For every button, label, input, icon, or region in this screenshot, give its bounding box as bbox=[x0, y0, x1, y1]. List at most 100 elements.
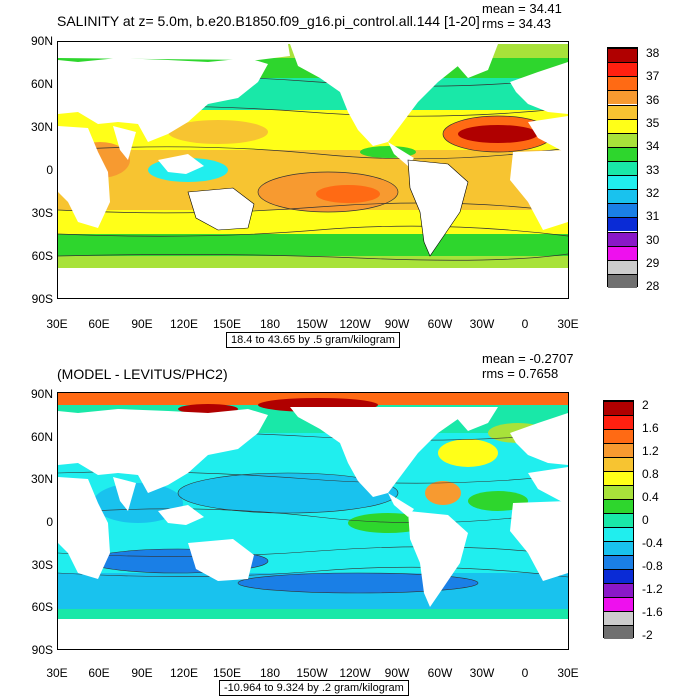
panel1-colorbar-label: 34 bbox=[646, 139, 660, 153]
panel2-colorbar-label: -0.8 bbox=[642, 559, 663, 573]
panel2-colorbar-swatch bbox=[604, 583, 633, 597]
panel2-colorbar-label: -2 bbox=[642, 628, 653, 642]
panel1-colorbar-label: 28 bbox=[646, 279, 660, 293]
panel2-lat-label: 60N bbox=[30, 430, 53, 444]
panel1-colorbar-swatch bbox=[608, 217, 637, 232]
panel2-lon-label: 30W bbox=[469, 666, 495, 680]
panel1-rms: rms = 34.43 bbox=[482, 16, 552, 31]
panel1-lon-label: 90E bbox=[131, 317, 153, 331]
panel2-colorbar-swatch bbox=[604, 611, 633, 625]
panel1-colorbar-swatch bbox=[608, 259, 637, 274]
panel2-colorbar-label: -1.2 bbox=[642, 582, 663, 596]
panel1-colorbar-label: 35 bbox=[646, 116, 660, 130]
panel1-colorbar-swatch bbox=[608, 175, 637, 190]
panel1-colorbar-swatch bbox=[608, 146, 637, 161]
panel1-lon-label: 30W bbox=[469, 317, 495, 331]
panel2-colorbar-swatch bbox=[604, 457, 633, 471]
panel2-colorbar bbox=[603, 400, 634, 639]
panel1-lon-label: 120W bbox=[339, 317, 371, 331]
panel1-colorbar-swatch bbox=[608, 118, 637, 133]
panel2-lon-label: 90W bbox=[384, 666, 410, 680]
panel1-colorbar-swatch bbox=[608, 90, 637, 105]
panel2-mean: mean = -0.2707 bbox=[482, 351, 574, 366]
panel1-colorbar bbox=[607, 47, 638, 288]
panel2-colorbar-swatch bbox=[604, 541, 633, 555]
panel2-colorbar-swatch bbox=[604, 499, 633, 513]
panel1-range-box: 18.4 to 43.65 by .5 gram/kilogram bbox=[226, 332, 400, 348]
panel1-lon-label: 60W bbox=[427, 317, 453, 331]
panel2-lon-label: 60E bbox=[88, 666, 110, 680]
panel1-lat-label: 0 bbox=[46, 163, 53, 177]
panel1-lon-label: 0 bbox=[521, 317, 529, 331]
panel2-colorbar-label: 0 bbox=[642, 513, 649, 527]
panel1-lat-label: 30N bbox=[30, 120, 53, 134]
panel2-colorbar-swatch bbox=[604, 555, 633, 569]
panel1-lat-label: 60S bbox=[31, 249, 53, 263]
panel1-colorbar-label: 29 bbox=[646, 256, 660, 270]
panel1-colorbar-swatch bbox=[608, 203, 637, 218]
panel1-colorbar-swatch bbox=[608, 132, 637, 147]
panel1-colorbar-swatch bbox=[608, 245, 637, 260]
panel1-colorbar-label: 30 bbox=[646, 233, 660, 247]
panel1-colorbar-swatch bbox=[608, 104, 637, 119]
panel2-colorbar-label: -1.6 bbox=[642, 605, 663, 619]
panel1-colorbar-label: 31 bbox=[646, 209, 660, 223]
panel2-lat-label: 60S bbox=[31, 600, 53, 614]
panel2-lat-label: 30S bbox=[31, 558, 53, 572]
panel1-lon-label: 60E bbox=[88, 317, 110, 331]
panel2-colorbar-swatch bbox=[604, 597, 633, 611]
panel2-colorbar-label: -0.4 bbox=[642, 536, 663, 550]
panel1-colorbar-swatch bbox=[608, 62, 637, 77]
panel2-colorbar-swatch bbox=[604, 415, 633, 429]
panel2-map bbox=[57, 392, 569, 650]
panel2-lon-label: 30E bbox=[46, 666, 68, 680]
panel2-lon-label: 150E bbox=[212, 666, 242, 680]
panel1-lon-label: 150E bbox=[212, 317, 242, 331]
panel2-lon-label: 180 bbox=[259, 666, 281, 680]
panel1-mean: mean = 34.41 bbox=[482, 1, 562, 16]
panel2-lat-label: 30N bbox=[30, 472, 53, 486]
panel2-colorbar-swatch bbox=[604, 443, 633, 457]
panel1-lon-label: 90W bbox=[384, 317, 410, 331]
panel1-colorbar-swatch bbox=[608, 76, 637, 91]
panel2-lat-label: 0 bbox=[46, 515, 53, 529]
panel2-lon-label: 120E bbox=[169, 666, 199, 680]
panel2-colorbar-label: 2 bbox=[642, 398, 649, 412]
panel2-colorbar-label: 1.2 bbox=[642, 444, 659, 458]
panel2-colorbar-swatch bbox=[604, 471, 633, 485]
panel1-colorbar-swatch bbox=[608, 273, 637, 288]
panel2-colorbar-swatch bbox=[604, 569, 633, 583]
panel2-colorbar-swatch bbox=[604, 625, 633, 639]
panel1-lat-label: 90S bbox=[31, 292, 53, 306]
panel2-colorbar-label: 1.6 bbox=[642, 421, 659, 435]
panel1-map bbox=[57, 41, 569, 299]
panel1-colorbar-swatch bbox=[608, 189, 637, 204]
panel1-colorbar-swatch bbox=[608, 48, 637, 63]
panel2-lat-label: 90N bbox=[30, 387, 53, 401]
panel1-title: SALINITY at z= 5.0m, b.e20.B1850.f09_g16… bbox=[57, 13, 480, 29]
panel2-rms: rms = 0.7658 bbox=[482, 366, 559, 381]
panel1-colorbar-label: 36 bbox=[646, 93, 660, 107]
panel2-colorbar-swatch bbox=[604, 429, 633, 443]
panel1-colorbar-label: 38 bbox=[646, 46, 660, 60]
panel1-lat-label: 90N bbox=[30, 34, 53, 48]
panel2-lon-label: 30E bbox=[557, 666, 579, 680]
panel2-lon-label: 60W bbox=[427, 666, 453, 680]
panel1-colorbar-swatch bbox=[608, 160, 637, 175]
panel2-colorbar-swatch bbox=[604, 527, 633, 541]
panel2-lon-label: 150W bbox=[296, 666, 328, 680]
panel2-lat-label: 90S bbox=[31, 643, 53, 657]
panel1-lon-label: 180 bbox=[259, 317, 281, 331]
panel1-colorbar-label: 32 bbox=[646, 186, 660, 200]
panel2-lon-label: 0 bbox=[521, 666, 529, 680]
panel2-colorbar-swatch bbox=[604, 485, 633, 499]
panel1-colorbar-swatch bbox=[608, 231, 637, 246]
panel1-colorbar-label: 37 bbox=[646, 69, 660, 83]
panel2-range-box: -10.964 to 9.324 by .2 gram/kilogram bbox=[219, 680, 409, 696]
panel1-lon-label: 120E bbox=[169, 317, 199, 331]
panel2-colorbar-label: 0.8 bbox=[642, 467, 659, 481]
panel2-colorbar-swatch bbox=[604, 401, 633, 415]
panel1-lon-label: 150W bbox=[296, 317, 328, 331]
panel1-colorbar-label: 33 bbox=[646, 163, 660, 177]
panel2-colorbar-swatch bbox=[604, 513, 633, 527]
